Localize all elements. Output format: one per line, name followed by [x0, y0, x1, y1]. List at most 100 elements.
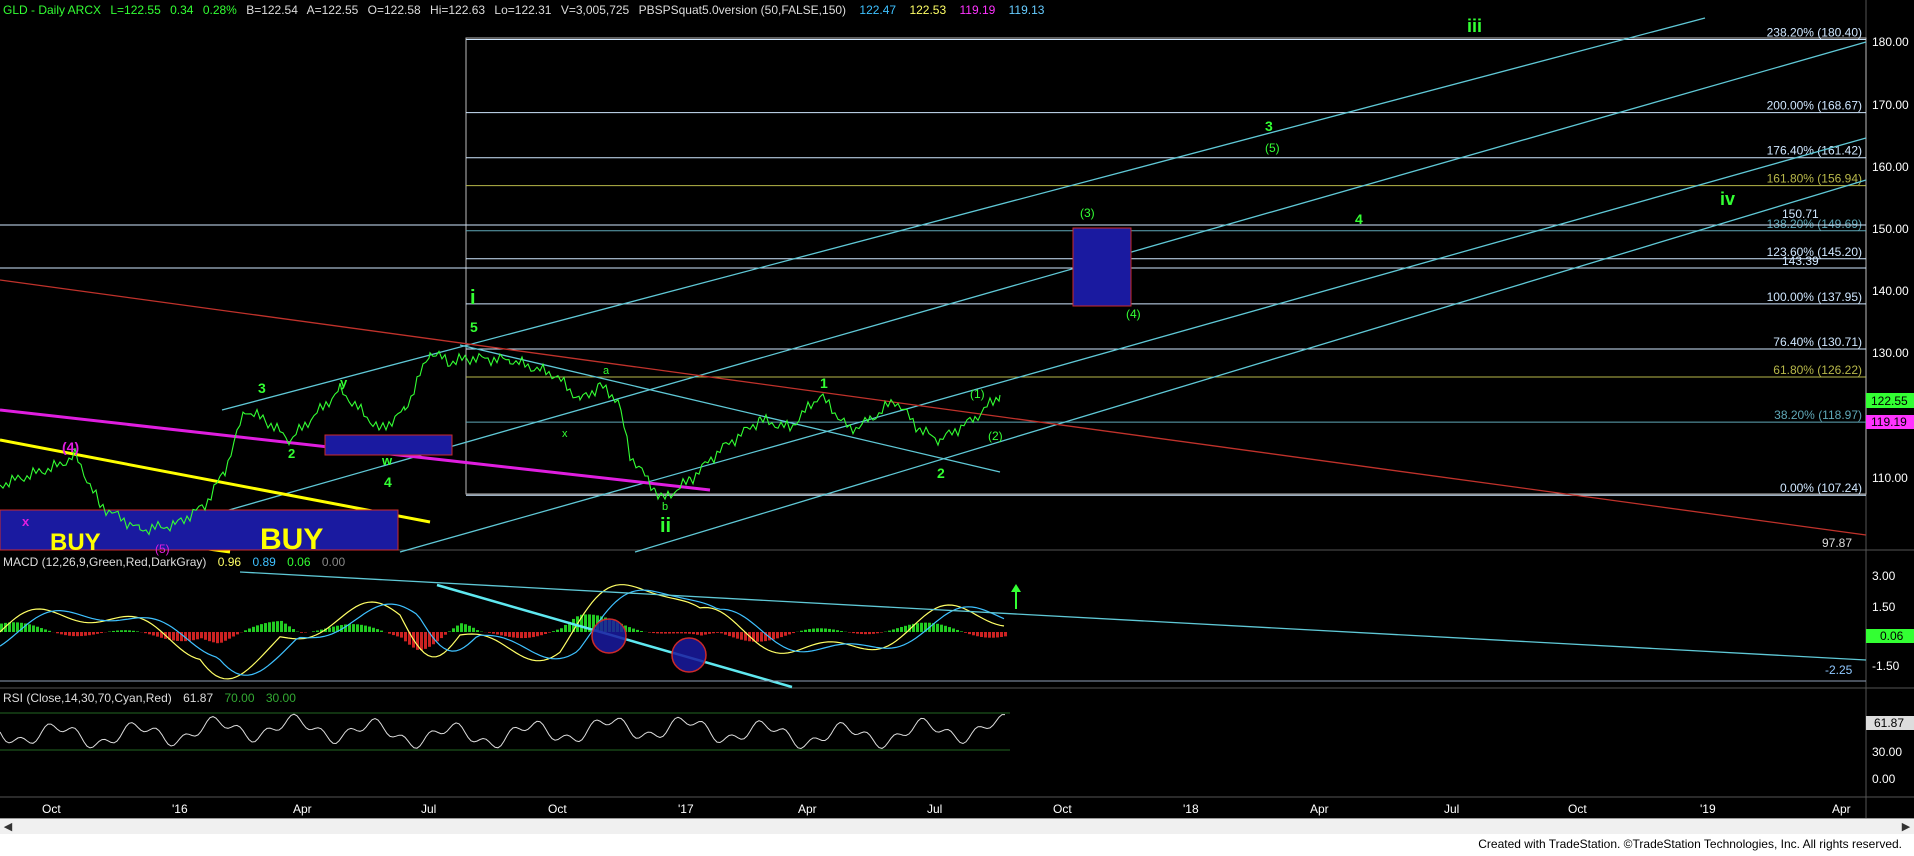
- macd-bar: [840, 630, 843, 632]
- macd-bar: [20, 622, 23, 632]
- macd-bar: [776, 632, 779, 639]
- target-box-4: [1072, 227, 1132, 307]
- footer-text: Created with TradeStation. ©TradeStation…: [1478, 837, 1902, 851]
- macd-bar: [664, 632, 667, 634]
- ind-value-2: 122.53: [909, 3, 946, 17]
- macd-bar: [356, 624, 359, 632]
- wave-labels: iii iv ii i 3 4 1 2 5 3 4 2 w y x a b (5…: [22, 16, 1735, 556]
- macd-bar: [292, 629, 295, 632]
- wave-b: a: [603, 365, 610, 377]
- macd-bar: [436, 632, 439, 642]
- macd-bar: [568, 621, 571, 632]
- macd-bar: [184, 632, 187, 642]
- macd-bar: [236, 632, 239, 635]
- macd-bar: [56, 632, 59, 634]
- macd-bar: [736, 632, 739, 639]
- time-tick: Oct: [1568, 802, 1587, 816]
- macd-bar: [560, 628, 563, 632]
- wave-paren-4: (4): [1126, 307, 1141, 321]
- macd-bar: [740, 632, 743, 640]
- macd-bar: [656, 632, 659, 634]
- macd-bar: [788, 632, 791, 635]
- scroll-left-icon[interactable]: ◀: [3, 821, 13, 833]
- macd-bar: [364, 625, 367, 632]
- fib-label: 238.20% (180.40): [1767, 26, 1862, 40]
- macd-bar: [816, 628, 819, 632]
- macd-bar: [528, 632, 531, 638]
- macd-bar: [172, 632, 175, 641]
- price-tick: 170.00: [1872, 98, 1909, 112]
- macd-bar: [348, 624, 351, 632]
- fib-label: 76.40% (130.71): [1773, 335, 1862, 349]
- macd-bar: [268, 622, 271, 632]
- macd-bar: [176, 632, 179, 641]
- macd-bar: [752, 632, 755, 642]
- wave-magenta-5: (5): [155, 542, 170, 556]
- macd-bar: [888, 630, 891, 632]
- rsi-line: [0, 713, 1005, 750]
- macd-bar: [340, 624, 343, 632]
- ma-price-badge: [1866, 415, 1914, 429]
- macd-circle-2: [671, 637, 707, 673]
- channels: [0, 17, 1867, 554]
- wave-magenta-4: (4): [62, 439, 79, 455]
- horizontal-scrollbar[interactable]: ◀ ▶: [0, 818, 1914, 835]
- macd-bar: [672, 632, 675, 634]
- macd-bar: [288, 626, 291, 632]
- macd-bar: [60, 632, 63, 635]
- fib-label: 100.00% (137.95): [1767, 290, 1862, 304]
- macd-bar: [924, 622, 927, 632]
- support-box: [324, 434, 453, 456]
- price-tick: 150.00: [1872, 222, 1909, 236]
- rsi-tick: 30.00: [1872, 745, 1902, 759]
- macd-bar: [456, 625, 459, 632]
- macd-bar: [416, 632, 419, 650]
- wave-1: 1: [820, 375, 828, 391]
- time-tick: Jul: [421, 802, 436, 816]
- macd-bar: [676, 632, 679, 634]
- macd-bar: [804, 629, 807, 632]
- wave-2: 2: [937, 465, 945, 481]
- wave-y: w: [381, 453, 393, 468]
- macd-bar: [920, 622, 923, 632]
- macd-bar: [328, 627, 331, 632]
- macd-bar: [836, 630, 839, 632]
- level-150-label: 150.71: [1782, 207, 1819, 221]
- macd-bar: [496, 632, 499, 635]
- macd-bar: [980, 632, 983, 637]
- macd-bar: [168, 632, 171, 640]
- svg-text:MACD (12,26,9,Green,Red,DarkGr: MACD (12,26,9,Green,Red,DarkGray) 0.96 0…: [3, 555, 346, 569]
- fib-levels: 238.20% (180.40)200.00% (168.67)176.40% …: [466, 26, 1866, 496]
- macd-bar: [632, 628, 635, 632]
- time-tick: Apr: [293, 802, 312, 816]
- macd-bar: [856, 632, 859, 634]
- macd-bar: [708, 632, 711, 634]
- macd-bar: [992, 632, 995, 638]
- fib-label: 61.80% (126.22): [1773, 363, 1862, 377]
- macd-bar: [124, 630, 127, 632]
- macd-bar: [824, 628, 827, 632]
- macd-bar: [720, 632, 723, 634]
- macd-bar: [232, 632, 235, 637]
- macd-bar: [548, 632, 551, 633]
- wave-paren-2: (2): [988, 429, 1003, 443]
- macd-bar: [636, 629, 639, 632]
- macd-badge: [1866, 629, 1914, 643]
- macd-bar: [668, 632, 671, 634]
- macd-bar: [476, 630, 479, 632]
- wave-i: i: [470, 287, 476, 309]
- macd-bar: [504, 632, 507, 637]
- macd-bar: [712, 632, 715, 634]
- macd-bar: [592, 614, 595, 632]
- macd-bar: [120, 630, 123, 632]
- macd-bar: [508, 632, 511, 637]
- rsi-upper: 70.00: [224, 691, 254, 705]
- svg-text:RSI (Close,14,30,70,Cyan,Red): RSI (Close,14,30,70,Cyan,Red) 61.87 70.0…: [3, 691, 296, 705]
- scroll-right-icon[interactable]: ▶: [1901, 821, 1911, 833]
- time-tick: Apr: [798, 802, 817, 816]
- macd-bar: [520, 632, 523, 639]
- time-tick: '19: [1700, 802, 1716, 816]
- macd-panel: MACD (12,26,9,Green,Red,DarkGray) 0.96 0…: [0, 555, 1914, 689]
- macd-bar: [628, 627, 631, 632]
- macd-bar: [320, 629, 323, 632]
